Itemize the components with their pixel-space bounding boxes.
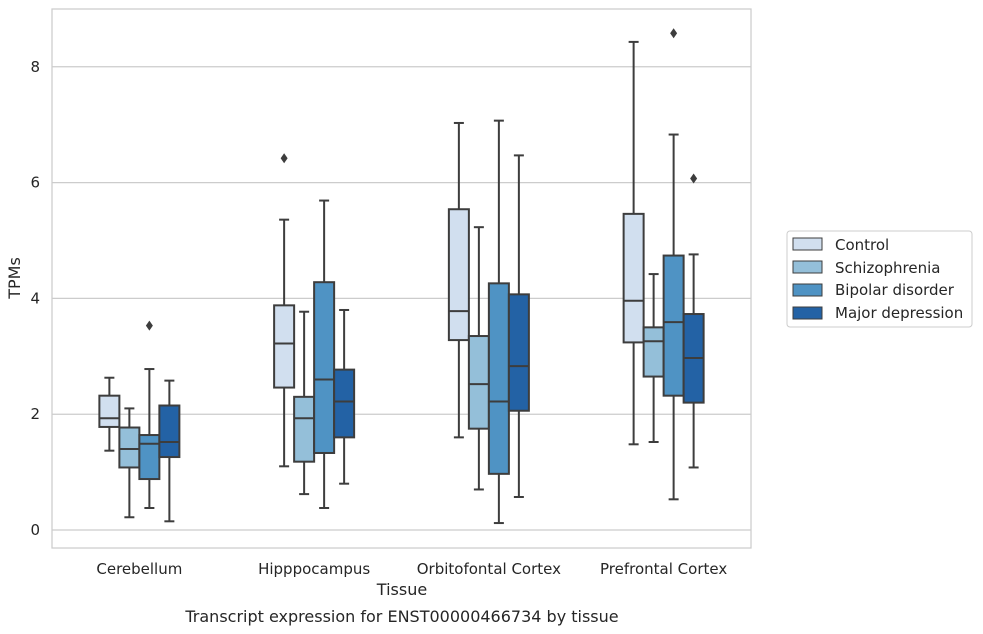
box-iqr — [118, 426, 141, 469]
box-cerebellum-bipolar-disorder — [138, 320, 161, 509]
y-tick-label-8: 8 — [30, 58, 40, 76]
box-orbitofontal-cortex-bipolar-disorder — [487, 119, 510, 525]
box-iqr — [507, 293, 530, 412]
box-iqr — [662, 254, 685, 397]
box-cerebellum-schizophrenia — [118, 407, 141, 519]
legend-label-control: Control — [835, 236, 889, 254]
box-iqr — [98, 394, 121, 428]
box-iqr — [467, 335, 490, 430]
legend-label-major-depression: Major depression — [835, 304, 963, 322]
box-hipppocampus-major-depression — [333, 308, 356, 485]
box-hipppocampus-control — [273, 153, 296, 468]
box-iqr — [333, 368, 356, 439]
box-prefrontal-cortex-control — [622, 40, 645, 446]
x-axis-label: Tissue — [376, 580, 427, 599]
legend: Control Schizophrenia Bipolar disorder M… — [786, 230, 973, 328]
legend-label-bipolar-disorder: Bipolar disorder — [835, 281, 955, 299]
box-iqr — [273, 304, 296, 389]
box-orbitofontal-cortex-control — [447, 121, 470, 439]
y-axis-label: TPMs — [5, 257, 24, 300]
box-iqr — [447, 208, 470, 342]
box-prefrontal-cortex-bipolar-disorder — [662, 28, 685, 501]
legend-label-schizophrenia: Schizophrenia — [835, 259, 940, 277]
x-tick-label-hipppocampus: Hipppocampus — [258, 560, 370, 578]
box-cerebellum-major-depression — [158, 379, 181, 523]
box-prefrontal-cortex-major-depression — [682, 173, 705, 469]
box-orbitofontal-cortex-major-depression — [507, 154, 530, 498]
outlier-point — [145, 320, 153, 331]
x-tick-label-cerebellum: Cerebellum — [96, 560, 182, 578]
outlier-point — [670, 28, 678, 39]
box-iqr — [622, 212, 645, 344]
box-cerebellum-control — [98, 376, 121, 452]
legend-swatch-control — [792, 237, 823, 251]
y-tick-label-2: 2 — [30, 405, 40, 423]
box-hipppocampus-bipolar-disorder — [313, 199, 336, 509]
box-iqr — [642, 326, 665, 378]
y-tick-label-4: 4 — [30, 289, 40, 307]
y-tick-label-6: 6 — [30, 174, 40, 192]
box-hipppocampus-schizophrenia — [293, 310, 316, 496]
box-iqr — [138, 434, 161, 481]
box-iqr — [313, 281, 336, 454]
box-iqr — [487, 282, 510, 475]
box-iqr — [158, 404, 181, 459]
legend-swatch-schizophrenia — [792, 260, 823, 274]
outlier-point — [280, 153, 288, 164]
chart-caption: Transcript expression for ENST0000046673… — [184, 607, 618, 626]
plot-frame — [51, 8, 752, 549]
box-prefrontal-cortex-schizophrenia — [642, 273, 665, 443]
box-series — [98, 28, 705, 525]
x-tick-labels: Cerebellum Hipppocampus Orbitofontal Corte… — [96, 560, 727, 578]
legend-swatch-bipolar-disorder — [792, 283, 823, 297]
y-tick-label-0: 0 — [30, 521, 40, 539]
legend-swatch-major-depression — [792, 306, 823, 320]
box-iqr — [293, 395, 316, 463]
y-tick-labels: 0 2 4 6 8 — [30, 58, 40, 539]
legend-frame — [786, 230, 973, 328]
box-orbitofontal-cortex-schizophrenia — [467, 226, 490, 491]
outlier-point — [690, 173, 698, 184]
x-tick-label-prefrontal-cortex: Prefrontal Cortex — [600, 560, 727, 578]
x-tick-label-orbitofontal-cortex: Orbitofontal Cortex — [417, 560, 561, 578]
